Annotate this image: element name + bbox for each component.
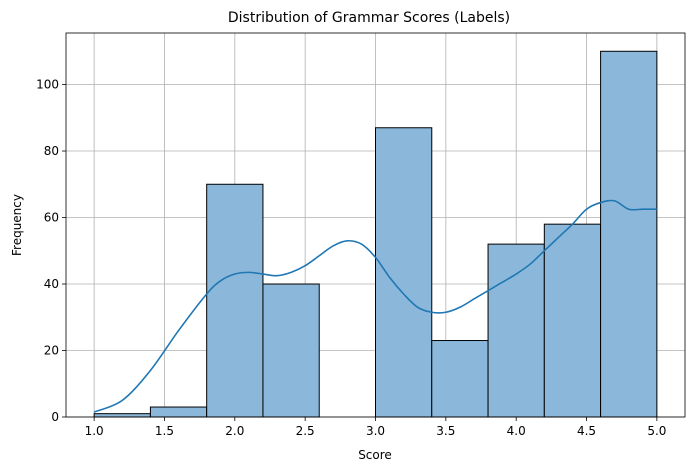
histogram-bar-9 (600, 50, 658, 418)
x-tick-label-5: 3.5 (436, 424, 455, 438)
x-tick-label-2: 2.0 (225, 424, 244, 438)
y-tick-label-2: 40 (44, 277, 59, 291)
x-tick-label-8: 5.0 (647, 424, 666, 438)
x-tick-label-3: 2.5 (296, 424, 315, 438)
y-axis-ticks: 0 20 40 60 80 100 (36, 78, 66, 424)
y-tick-label-5: 100 (36, 78, 59, 92)
histogram-bar-3 (262, 283, 320, 418)
x-tick-label-0: 1.0 (85, 424, 104, 438)
histogram-bar-7 (487, 243, 545, 418)
histogram-bar-5 (375, 127, 433, 418)
chart-title: Distribution of Grammar Scores (Labels) (228, 10, 510, 26)
y-axis-label: Frequency (10, 194, 24, 256)
x-axis-ticks: 1.0 1.5 2.0 2.5 3.0 3.5 4.0 4.5 5.0 (85, 417, 666, 438)
histogram-bars (93, 50, 658, 418)
x-tick-label-4: 3.0 (366, 424, 385, 438)
x-tick-label-6: 4.0 (507, 424, 526, 438)
histogram-bar-1 (149, 406, 208, 418)
y-tick-label-4: 80 (44, 144, 59, 158)
y-tick-label-0: 0 (51, 410, 59, 424)
histogram-bar-0 (93, 413, 151, 418)
histogram-bar-2 (206, 183, 264, 418)
histogram-bar-8 (543, 223, 602, 418)
x-axis-label: Score (358, 448, 392, 462)
kde-curve (93, 199, 657, 413)
histogram-bar-6 (431, 340, 489, 418)
y-tick-label-1: 20 (44, 344, 59, 358)
x-tick-label-7: 4.5 (577, 424, 596, 438)
x-tick-label-1: 1.5 (155, 424, 174, 438)
y-tick-label-3: 60 (44, 211, 59, 225)
